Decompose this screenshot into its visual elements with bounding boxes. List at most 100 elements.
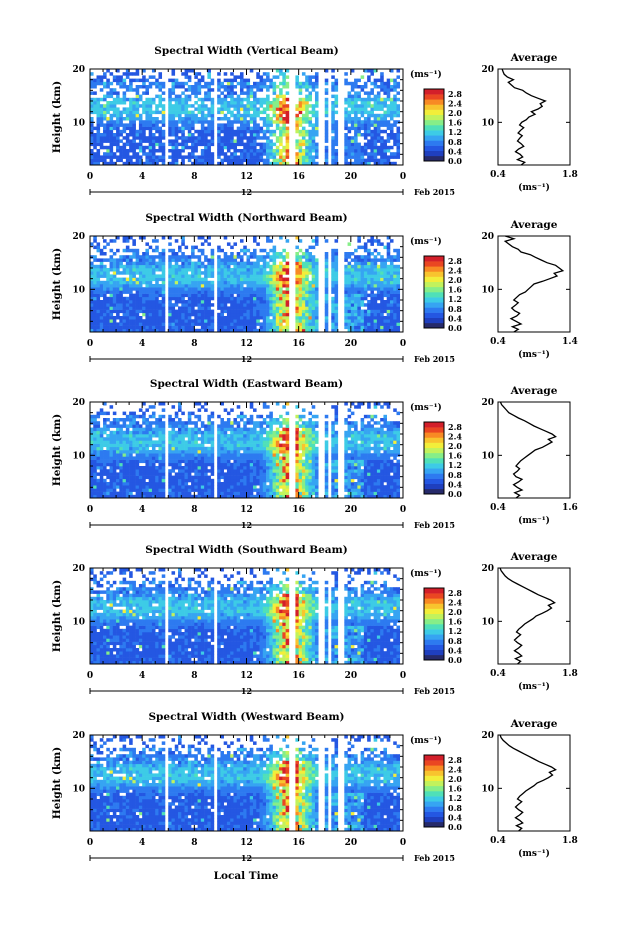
heatmap-cell	[197, 293, 202, 298]
heatmap-cell	[298, 296, 303, 301]
heatmap-cell	[230, 110, 234, 115]
heatmap-cell	[308, 328, 313, 332]
heatmap-cell	[285, 81, 290, 86]
heatmap-cell	[132, 421, 136, 425]
heatmap-cell	[226, 142, 231, 147]
heatmap-cell	[132, 296, 136, 301]
heatmap-cell	[376, 85, 381, 89]
heatmap-cell	[314, 280, 319, 285]
heatmap-cell	[354, 293, 358, 298]
heatmap-cell	[373, 78, 378, 83]
heatmap-cell	[226, 264, 231, 269]
heatmap-cell	[112, 440, 117, 444]
heatmap-cell	[145, 456, 149, 460]
heatmap-cell	[226, 261, 231, 266]
heatmap-cell	[96, 424, 101, 428]
heatmap-cell	[272, 110, 277, 115]
heatmap-cell	[174, 155, 179, 159]
heatmap-cell	[116, 312, 120, 317]
heatmap-cell	[109, 469, 114, 473]
heatmap-cell	[373, 261, 378, 266]
heatmap-cell	[125, 469, 130, 473]
heatmap-cell	[181, 450, 185, 454]
heatmap-cell	[148, 437, 153, 441]
heatmap-cell	[197, 277, 202, 282]
heatmap-cell	[142, 312, 146, 317]
heatmap-cell	[145, 408, 149, 412]
heatmap-cell	[253, 126, 257, 131]
heatmap-cell	[138, 309, 143, 314]
heatmap-cell	[259, 296, 264, 301]
heatmap-cell	[275, 277, 280, 282]
profile-x-tick-label: 1.4	[562, 337, 578, 347]
heatmap-cell	[142, 75, 146, 79]
y-tick-label: 20	[72, 232, 85, 242]
heatmap-cell	[158, 261, 163, 266]
heatmap-cell	[178, 136, 182, 140]
heatmap-cell	[389, 264, 394, 269]
heatmap-cell	[226, 155, 231, 159]
heatmap-cell	[217, 268, 221, 272]
heatmap-cell	[239, 328, 244, 332]
heatmap-cell	[259, 306, 264, 310]
heatmap-cell	[334, 97, 339, 102]
heatmap-cell	[181, 239, 185, 243]
heatmap-cell	[275, 271, 280, 275]
heatmap-cell	[132, 255, 136, 259]
heatmap-cell	[142, 280, 146, 285]
heatmap-cell	[373, 258, 378, 262]
heatmap-cell	[226, 126, 231, 131]
heatmap-cell	[376, 280, 381, 285]
heatmap-cell	[171, 427, 176, 432]
heatmap-cell	[249, 155, 254, 159]
heatmap-cell	[331, 126, 335, 131]
heatmap-cell	[168, 280, 172, 285]
heatmap-cell	[191, 328, 195, 332]
heatmap-cell	[354, 280, 358, 285]
heatmap-cell	[99, 293, 104, 298]
heatmap-cell	[383, 303, 387, 307]
heatmap-cell	[184, 469, 189, 473]
heatmap-cell	[272, 152, 277, 156]
heatmap-cell	[256, 312, 260, 317]
heatmap-cell	[129, 485, 133, 489]
profile-line	[503, 235, 565, 333]
heatmap-cell	[396, 306, 401, 310]
profile-frame	[497, 235, 571, 333]
heatmap-cell	[220, 306, 224, 310]
heatmap-cell	[233, 274, 238, 278]
heatmap-cell	[184, 319, 189, 323]
heatmap-cell	[135, 434, 140, 438]
heatmap-cell	[99, 316, 104, 320]
heatmap-cell	[360, 245, 365, 250]
heatmap-cell	[266, 252, 270, 256]
heatmap-cell	[217, 145, 221, 150]
heatmap-cell	[145, 280, 149, 285]
heatmap-cell	[226, 325, 231, 330]
heatmap-cell	[360, 145, 365, 150]
heatmap-cell	[174, 101, 179, 105]
heatmap-cell	[363, 280, 368, 285]
heatmap-cell	[119, 478, 123, 483]
heatmap-cell	[174, 139, 179, 143]
heatmap-cell	[301, 293, 306, 298]
heatmap-cell	[243, 245, 247, 250]
heatmap-cell	[367, 264, 371, 269]
heatmap-cell	[246, 97, 251, 102]
heatmap-cell	[138, 300, 143, 304]
heatmap-cell	[125, 437, 130, 441]
heatmap-cell	[145, 123, 149, 127]
heatmap-cell	[145, 300, 149, 304]
heatmap-cell	[132, 152, 136, 156]
heatmap-cell	[314, 104, 319, 108]
heatmap-cell	[279, 264, 283, 269]
heatmap-cell	[184, 88, 189, 92]
heatmap-cell	[194, 261, 198, 266]
heatmap-cell	[194, 290, 198, 294]
heatmap-cell	[151, 145, 156, 150]
heatmap-cell	[396, 152, 401, 156]
heatmap-cell	[301, 158, 306, 163]
heatmap-cell	[210, 152, 215, 156]
heatmap-cell	[158, 274, 163, 278]
heatmap-cell	[135, 494, 140, 498]
